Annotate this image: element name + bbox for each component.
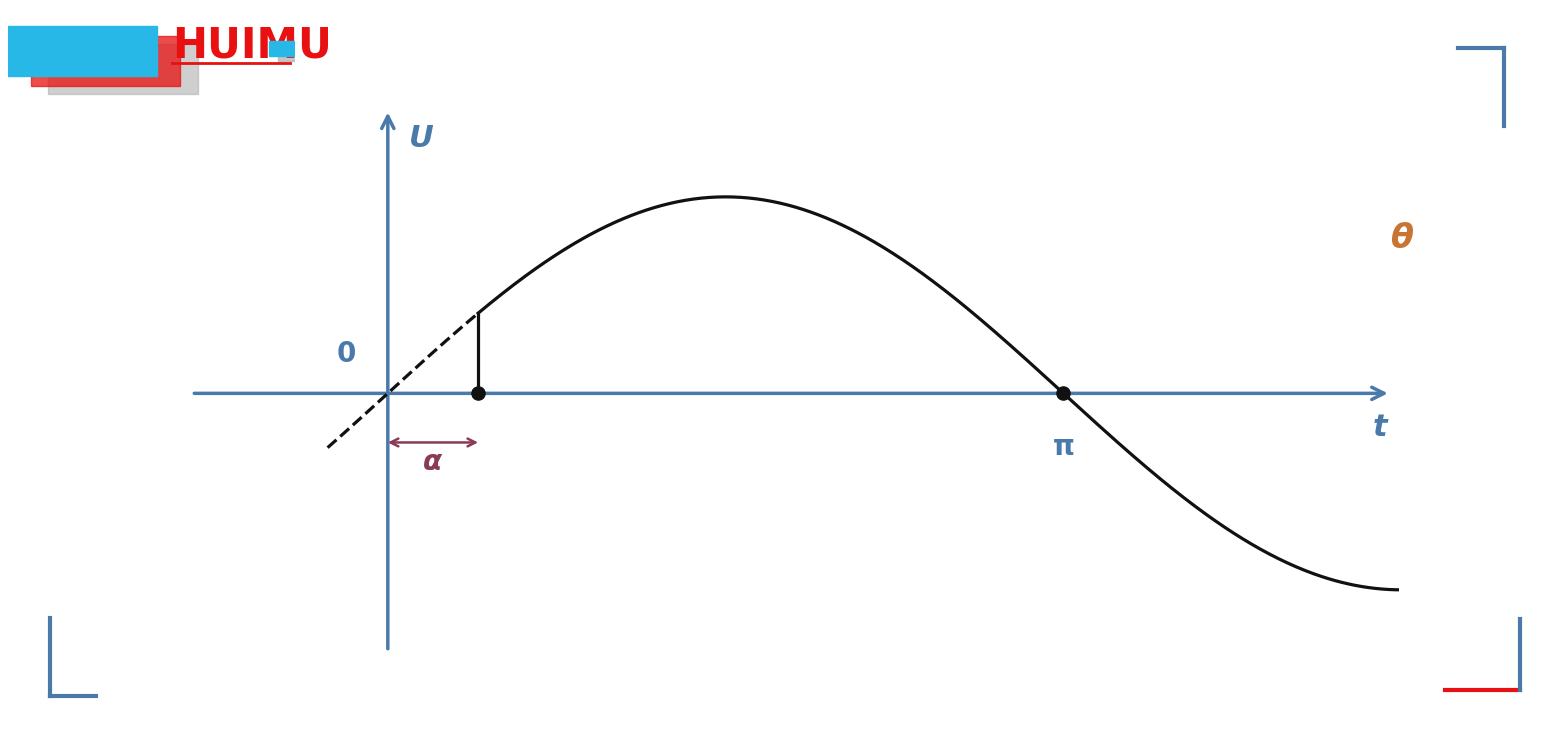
- Bar: [48, 44, 197, 93]
- Text: 0: 0: [336, 340, 356, 368]
- Point: [466, 388, 491, 400]
- Text: HUIMU: HUIMU: [171, 24, 331, 67]
- Text: t: t: [1372, 413, 1388, 442]
- Bar: [31, 36, 180, 86]
- Text: π: π: [1052, 433, 1074, 460]
- Text: α: α: [423, 448, 443, 476]
- Text: U: U: [409, 124, 434, 153]
- Bar: [269, 41, 298, 56]
- Bar: [278, 45, 306, 61]
- Text: θ: θ: [1389, 222, 1413, 255]
- Bar: [8, 26, 157, 76]
- Point: [1051, 388, 1075, 400]
